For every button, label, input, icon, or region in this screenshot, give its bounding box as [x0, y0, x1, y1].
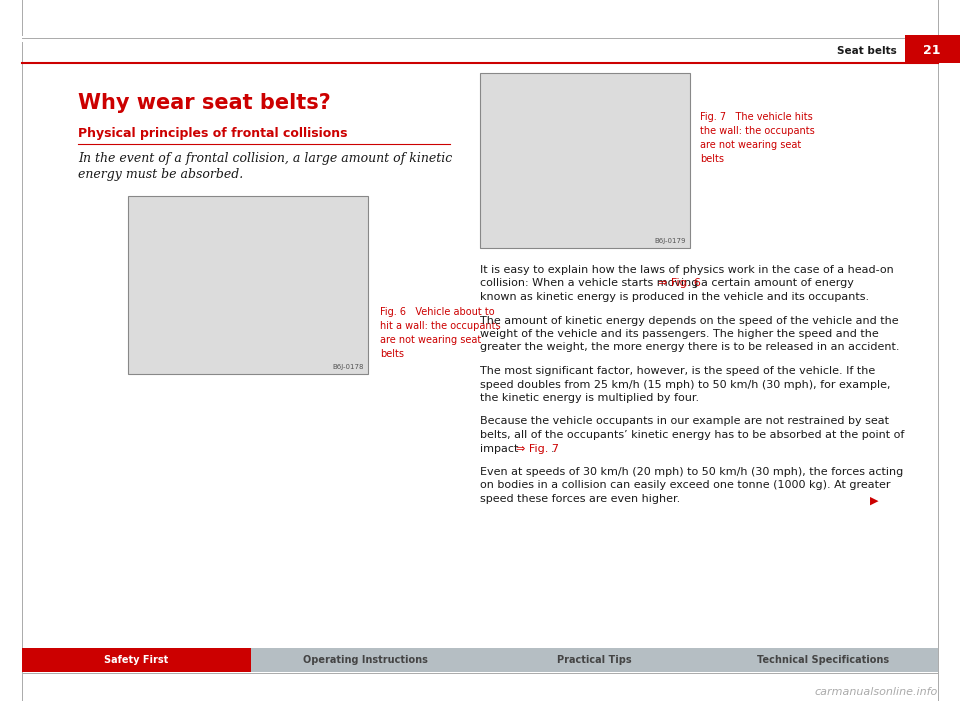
Text: ⇒ Fig. 6: ⇒ Fig. 6 — [658, 278, 701, 289]
Text: Why wear seat belts?: Why wear seat belts? — [78, 93, 331, 113]
Text: B6J-0178: B6J-0178 — [332, 364, 364, 370]
Bar — [22, 648, 251, 672]
Text: Technical Specifications: Technical Specifications — [757, 655, 890, 665]
Text: impact: impact — [480, 444, 525, 454]
Text: on bodies in a collision can easily exceed one tonne (1000 kg). At greater: on bodies in a collision can easily exce… — [480, 480, 891, 491]
Text: It is easy to explain how the laws of physics work in the case of a head-on: It is easy to explain how the laws of ph… — [480, 265, 894, 275]
Text: Practical Tips: Practical Tips — [557, 655, 632, 665]
Text: The amount of kinetic energy depends on the speed of the vehicle and the: The amount of kinetic energy depends on … — [480, 315, 899, 325]
Text: weight of the vehicle and its passengers. The higher the speed and the: weight of the vehicle and its passengers… — [480, 329, 878, 339]
Text: Seat belts: Seat belts — [837, 46, 897, 56]
Text: , a certain amount of energy: , a certain amount of energy — [693, 278, 853, 289]
Bar — [128, 196, 368, 374]
Text: collision: When a vehicle starts moving: collision: When a vehicle starts moving — [480, 278, 702, 289]
Text: known as kinetic energy is produced in the vehicle and its occupants.: known as kinetic energy is produced in t… — [480, 292, 869, 302]
Text: ▶: ▶ — [870, 496, 878, 505]
Bar — [480, 73, 690, 248]
Text: The most significant factor, however, is the speed of the vehicle. If the: The most significant factor, however, is… — [480, 366, 876, 376]
Text: .: . — [551, 444, 555, 454]
Text: In the event of a frontal collision, a large amount of kinetic: In the event of a frontal collision, a l… — [78, 152, 452, 165]
Text: Even at speeds of 30 km/h (20 mph) to 50 km/h (30 mph), the forces acting: Even at speeds of 30 km/h (20 mph) to 50… — [480, 467, 903, 477]
Text: speed these forces are even higher.: speed these forces are even higher. — [480, 494, 681, 504]
Text: ⇒ Fig. 7: ⇒ Fig. 7 — [516, 444, 559, 454]
Text: the kinetic energy is multiplied by four.: the kinetic energy is multiplied by four… — [480, 393, 699, 403]
Text: 21: 21 — [924, 44, 941, 57]
Text: speed doubles from 25 km/h (15 mph) to 50 km/h (30 mph), for example,: speed doubles from 25 km/h (15 mph) to 5… — [480, 379, 891, 390]
Bar — [480, 648, 709, 672]
Text: Fig. 6   Vehicle about to
hit a wall: the occupants
are not wearing seat
belts: Fig. 6 Vehicle about to hit a wall: the … — [380, 307, 500, 359]
Text: carmanualsonline.info: carmanualsonline.info — [815, 687, 938, 697]
Text: Operating Instructions: Operating Instructions — [303, 655, 428, 665]
Text: greater the weight, the more energy there is to be released in an accident.: greater the weight, the more energy ther… — [480, 343, 900, 353]
Text: belts, all of the occupants’ kinetic energy has to be absorbed at the point of: belts, all of the occupants’ kinetic ene… — [480, 430, 904, 440]
Text: Because the vehicle occupants in our example are not restrained by seat: Because the vehicle occupants in our exa… — [480, 416, 889, 426]
Text: energy must be absorbed.: energy must be absorbed. — [78, 168, 243, 181]
Bar — [709, 648, 938, 672]
Text: Fig. 7   The vehicle hits
the wall: the occupants
are not wearing seat
belts: Fig. 7 The vehicle hits the wall: the oc… — [700, 112, 815, 164]
Bar — [905, 35, 960, 63]
Bar — [251, 648, 480, 672]
Text: Safety First: Safety First — [105, 655, 169, 665]
Text: B6J-0179: B6J-0179 — [655, 238, 686, 244]
Text: Physical principles of frontal collisions: Physical principles of frontal collision… — [78, 127, 348, 140]
